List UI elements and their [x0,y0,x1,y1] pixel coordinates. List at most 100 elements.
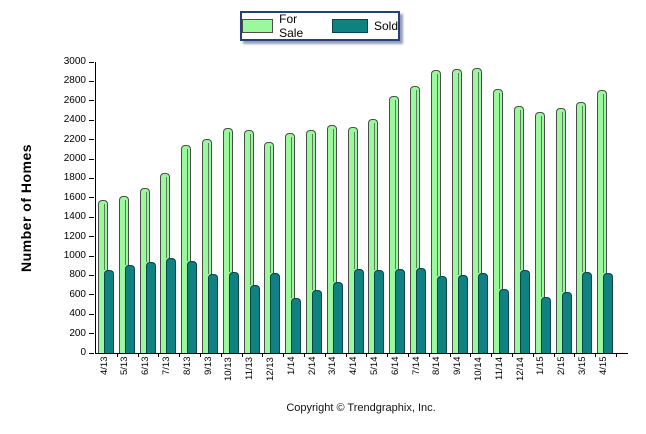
x-axis-tick [470,353,472,357]
y-tick-label: 600 [69,288,86,300]
legend-label-for-sale: For Sale [279,12,304,40]
bar-for-sale [306,129,316,353]
bar-shadow-line [166,176,168,258]
y-tick-label: 3000 [63,56,86,67]
x-tick-label: 3/15 [576,357,588,376]
bar-for-sale [451,68,462,353]
bar-sold [416,268,426,353]
bar-sold [395,269,406,353]
bar-for-sale [514,105,524,353]
bar-for-sale [472,68,483,353]
bar-shadow-line [520,109,521,270]
x-tick-label: 5/14 [368,357,380,376]
bar-shadow-line [104,203,105,271]
legend-item-for-sale: For Sale [242,12,318,40]
bar-shadow-line [145,192,147,262]
x-axis-tick [158,353,160,357]
bar-shadow-line [353,131,355,270]
x-axis-tick [324,353,326,357]
bar-shadow-line [124,199,126,266]
y-tick-label: 1000 [63,250,86,261]
bar-sold [478,273,489,353]
y-axis-tick [89,333,94,335]
x-tick-label: 7/14 [410,357,422,376]
bar-shadow-line [291,136,293,298]
y-axis-tick [89,274,94,276]
bar-sold [520,269,530,353]
y-axis-tick [89,352,94,354]
bar-shadow-line [540,116,542,297]
y-axis-tick [89,255,94,257]
x-tick-label: 9/13 [202,357,214,376]
bar-sold [312,290,322,353]
x-tick-label: 4/15 [597,357,609,376]
bar-shadow-line [499,93,501,289]
y-tick-label: 2400 [63,114,86,126]
bar-sold [145,261,156,353]
x-axis-tick [387,353,389,357]
bar-sold [166,257,177,353]
bar-for-sale [222,127,233,353]
bar-for-sale [389,95,400,353]
x-tick-label: 10/14 [472,357,484,381]
bar-for-sale [597,90,608,353]
bar-shadow-line [374,122,376,270]
x-axis-tick [449,353,451,357]
x-axis-tick [491,353,493,357]
bar-for-sale [555,108,566,353]
bar-sold [603,273,614,353]
x-tick-label: 8/13 [181,357,193,376]
bar-shadow-line [312,133,313,291]
x-tick-label: 12/14 [514,357,526,381]
bar-shadow-line [228,131,230,272]
x-tick-label: 9/14 [452,357,464,376]
bar-sold [436,275,447,353]
sold-swatch-icon [331,19,368,33]
x-axis-tick [532,353,534,357]
y-axis-tick [89,100,94,102]
x-tick-label: 11/13 [244,357,256,381]
bar-shadow-line [208,142,209,275]
x-tick-label: 4/14 [348,357,360,376]
y-axis-tick [89,158,94,160]
bar-for-sale [181,144,192,353]
x-axis-tick [345,353,347,357]
x-axis-tick [283,353,285,357]
y-axis-title: Number of Homes [18,143,34,272]
bar-for-sale [430,70,441,353]
y-axis-tick [89,236,94,238]
bar-shadow-line [561,112,563,292]
y-tick-label: 0 [80,347,86,358]
bar-shadow-line [436,74,438,276]
bar-shadow-line [270,146,272,273]
x-tick-label: 1/15 [535,357,547,376]
y-axis-tick [89,119,94,121]
x-axis-tick [137,353,139,357]
x-axis-tick [262,353,264,357]
x-axis-tick [553,353,555,357]
x-axis-tick [595,353,597,357]
bar-sold [582,271,593,353]
x-axis-tick [616,353,617,357]
bar-sold [561,291,572,353]
x-tick-label: 6/14 [389,357,401,376]
x-tick-label: 7/13 [160,357,172,376]
x-axis-tick [220,353,222,357]
bar-sold [270,272,281,353]
bar-for-sale [326,124,337,353]
x-tick-label: 2/15 [556,357,568,376]
bar-for-sale [368,118,379,353]
x-tick-label: 8/14 [431,357,443,376]
bar-sold [291,297,302,353]
x-tick-label: 3/14 [327,357,339,376]
bar-shadow-line [457,72,459,276]
y-tick-label: 1200 [63,230,86,242]
x-axis-tick [512,353,513,357]
bar-shadow-line [582,106,584,272]
plot-area [95,62,628,357]
x-axis-tick [574,353,576,357]
x-tick-label: 11/14 [493,357,505,381]
x-axis-tick [241,353,243,357]
y-tick-label: 1800 [63,172,86,184]
